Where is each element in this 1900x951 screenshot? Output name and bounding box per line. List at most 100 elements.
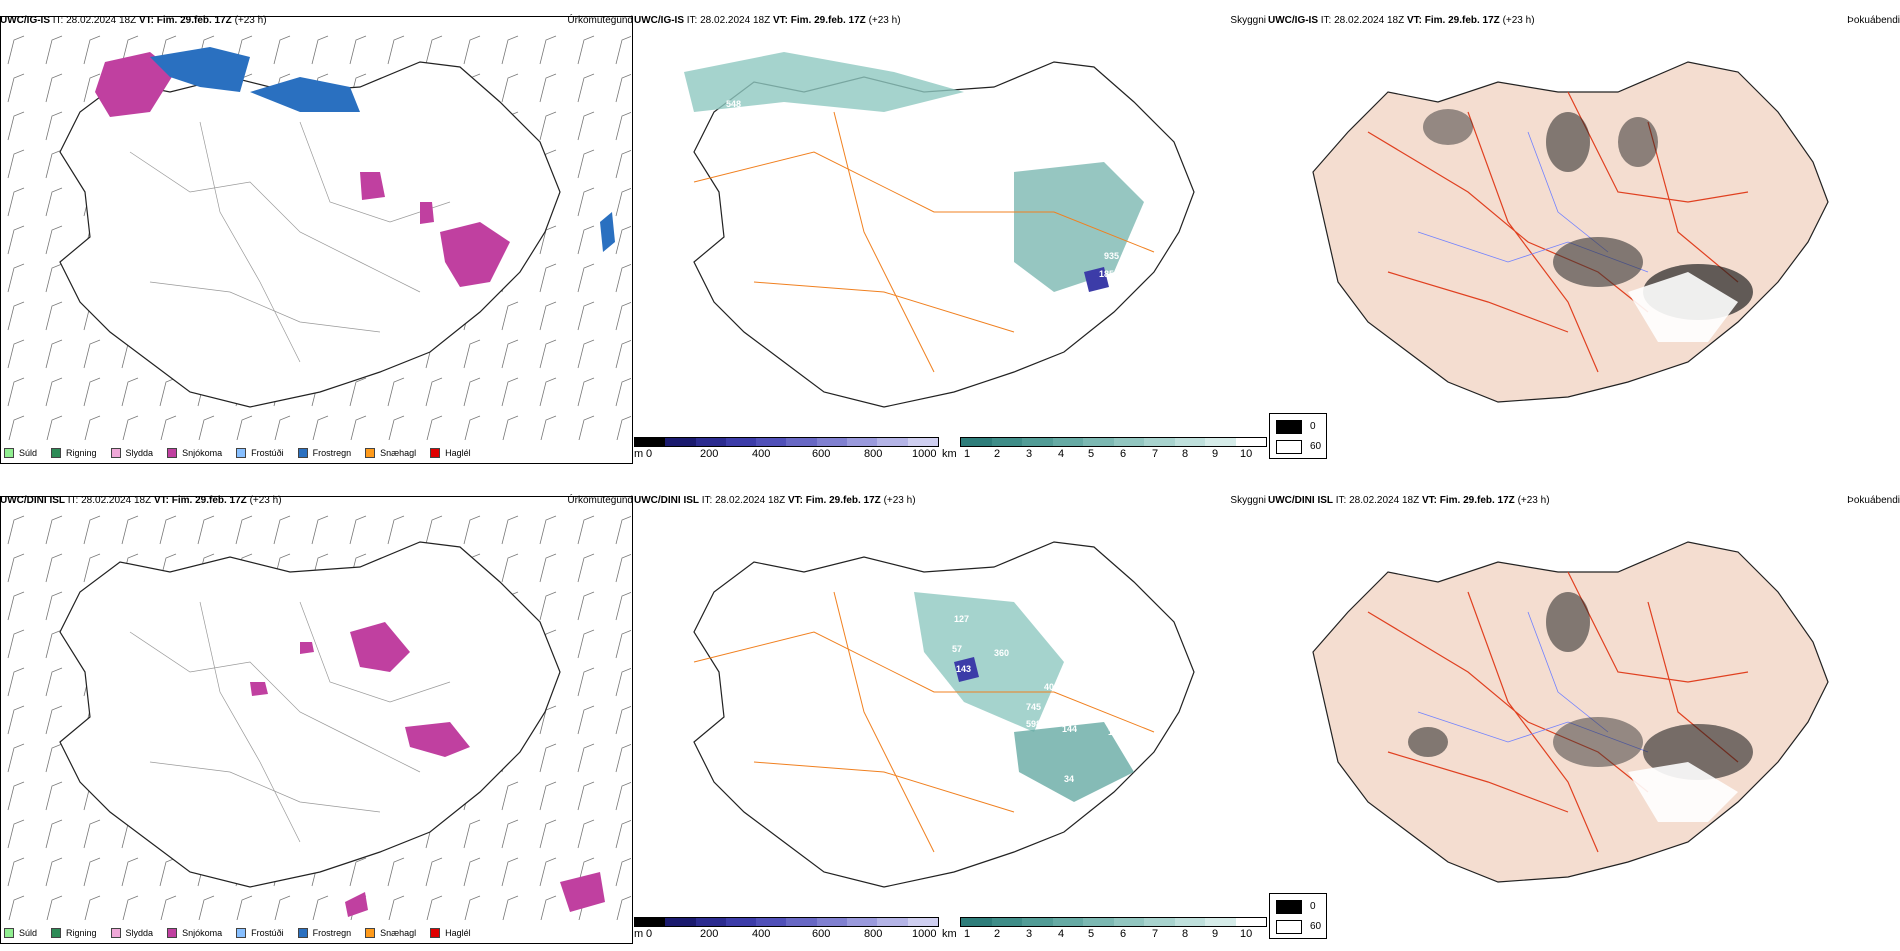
- fog-panel-top: UWC/IG-IS IT: 28.02.2024 18Z VT: Fim. 29…: [1268, 14, 1900, 464]
- it-value: 28.02.2024 18Z: [715, 495, 786, 506]
- colorbar-tick: 4: [1058, 448, 1065, 460]
- colorbar-tick: 1000: [912, 928, 937, 940]
- it-label: IT:: [52, 15, 64, 26]
- it-label: IT:: [686, 15, 698, 26]
- colorbar-m-bar: [634, 917, 939, 927]
- colorbar-tick: 7: [1152, 448, 1159, 460]
- map-frame: [0, 16, 633, 464]
- legend-swatch: [51, 928, 62, 938]
- model-name: UWC/DINI ISL: [1268, 495, 1333, 506]
- colorbar-unit: km: [942, 448, 957, 460]
- legend-swatch: [4, 928, 14, 938]
- legend-item: Rigning: [51, 448, 97, 458]
- colorbar-tick: 8: [1182, 448, 1189, 460]
- vt-value: Fim. 29.feb. 17Z: [805, 495, 881, 506]
- precip-map: [2, 514, 631, 920]
- it-value: 28.02.2024 18Z: [1349, 495, 1420, 506]
- panel-title-bar: UWC/IG-IS IT: 28.02.2024 18Z VT: Fim. 29…: [634, 14, 1266, 32]
- fog-swatch-high: [1276, 900, 1302, 914]
- colorbar-tick: 10: [1240, 448, 1253, 460]
- svg-text:304: 304: [986, 184, 1001, 194]
- legend-item: Haglél: [430, 448, 471, 458]
- cloud-map: 127 57 143 360 409 745 598 144 148 116 2…: [693, 541, 1195, 888]
- fog-map: [1312, 61, 1829, 403]
- lead-time: (+23 h): [234, 15, 267, 26]
- fog-panel-bottom: UWC/DINI ISL IT: 28.02.2024 18Z VT: Fim.…: [1268, 494, 1900, 944]
- panel-title-bar: UWC/DINI ISL IT: 28.02.2024 18Z VT: Fim.…: [0, 494, 633, 512]
- precip-legend: Súld Rigning Slydda Snjókoma Frostúði Fr…: [4, 446, 629, 460]
- legend-swatch: [365, 448, 376, 458]
- lead-time: (+23 h): [1502, 15, 1535, 26]
- legend-item: Snjókoma: [167, 928, 222, 938]
- lead-time: (+23 h): [883, 495, 916, 506]
- svg-text:115: 115: [759, 106, 774, 116]
- legend-item: Súld: [4, 448, 37, 458]
- legend-swatch: [167, 928, 178, 938]
- svg-text:360: 360: [994, 648, 1009, 658]
- fog-swatch-low: [1276, 440, 1302, 454]
- legend-swatch: [4, 448, 14, 458]
- panel-title: Úrkomutegund: [567, 15, 633, 26]
- colorbar-tick: 7: [1152, 928, 1159, 940]
- colorbar-tick: 1000: [912, 448, 937, 460]
- cloud-base-labels: 548 115 182 300 510 216 148 304 322 935 …: [714, 99, 1174, 279]
- svg-text:115: 115: [986, 718, 1001, 728]
- fog-swatch-high: [1276, 420, 1302, 434]
- it-label: IT:: [1320, 15, 1332, 26]
- svg-text:651: 651: [1140, 259, 1155, 269]
- vt-label: VT:: [772, 15, 788, 26]
- vt-label: VT:: [1421, 495, 1437, 506]
- colorbar-km-bar: [960, 437, 1267, 447]
- legend-swatch: [365, 928, 376, 938]
- vt-label: VT:: [1406, 15, 1422, 26]
- legend-swatch: [430, 928, 441, 938]
- svg-text:34: 34: [1064, 774, 1074, 784]
- svg-text:409: 409: [1044, 682, 1059, 692]
- legend-item: Snjókoma: [167, 448, 222, 458]
- svg-text:143: 143: [956, 664, 971, 674]
- fog-legend-high: 0: [1310, 901, 1316, 912]
- iceland-outline: [59, 61, 561, 408]
- it-value: 28.02.2024 18Z: [66, 15, 137, 26]
- colorbar-tick: 2: [994, 448, 1001, 460]
- lead-time: (+23 h): [868, 15, 901, 26]
- it-value: 28.02.2024 18Z: [1334, 15, 1405, 26]
- cloud-map: 548 115 182 300 510 216 148 304 322 935 …: [684, 52, 1195, 408]
- svg-text:148: 148: [994, 127, 1009, 137]
- colorbar-tick: 400: [752, 928, 771, 940]
- legend-item: Snæhagl: [365, 448, 416, 458]
- model-name: UWC/DINI ISL: [634, 495, 699, 506]
- vt-value: Fim. 29.feb. 17Z: [1439, 495, 1515, 506]
- colorbar-height: m 0 200 400 600 800 1000: [634, 437, 939, 471]
- svg-text:30: 30: [1149, 239, 1159, 249]
- svg-text:935: 935: [1104, 251, 1119, 261]
- colorbar-tick: 1: [964, 448, 971, 460]
- colorbar-km-bar: [960, 917, 1267, 927]
- colorbar-tick: 5: [1088, 928, 1095, 940]
- legend-swatch: [297, 448, 308, 458]
- model-name: UWC/IG-IS: [0, 15, 50, 26]
- colorbar-m-bar: [634, 437, 939, 447]
- fog-map: [1312, 541, 1829, 883]
- svg-text:185: 185: [1099, 269, 1114, 279]
- vt-label: VT:: [787, 495, 803, 506]
- svg-text:80: 80: [1132, 640, 1142, 650]
- legend-swatch: [236, 448, 247, 458]
- panel-title-bar: UWC/IG-IS IT: 28.02.2024 18Z VT: Fim. 29…: [0, 14, 633, 32]
- legend-swatch: [236, 928, 247, 938]
- it-value: 28.02.2024 18Z: [700, 15, 771, 26]
- fog-legend: 0 60: [1269, 413, 1327, 459]
- legend-item: Frostúði: [236, 448, 284, 458]
- svg-text:144: 144: [1062, 724, 1077, 734]
- svg-text:182: 182: [714, 114, 729, 124]
- lead-time: (+23 h): [1517, 495, 1550, 506]
- panel-title: Úrkomutegund: [567, 495, 633, 506]
- legend-item: Frostregn: [297, 928, 351, 938]
- model-name: UWC/IG-IS: [1268, 15, 1318, 26]
- legend-item: Slydda: [110, 448, 153, 458]
- svg-text:148: 148: [1108, 727, 1123, 737]
- colorbar-tick: 3: [1026, 448, 1033, 460]
- cloud-panel-top: UWC/IG-IS IT: 28.02.2024 18Z VT: Fim. 29…: [634, 14, 1266, 464]
- colorbar-tick: 0: [646, 448, 653, 460]
- vt-value: Fim. 29.feb. 17Z: [1424, 15, 1500, 26]
